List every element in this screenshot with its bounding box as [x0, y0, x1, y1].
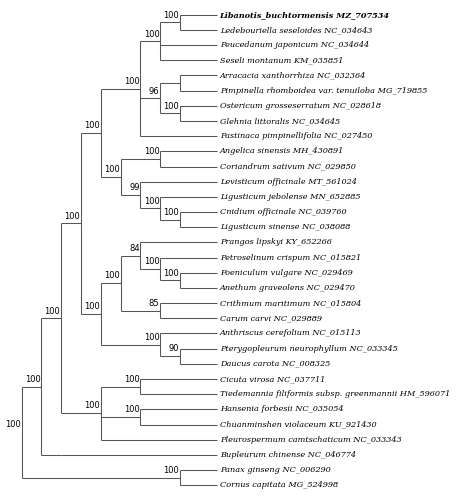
- Text: Anethum graveolens NC_029470: Anethum graveolens NC_029470: [219, 284, 355, 292]
- Text: 100: 100: [124, 77, 140, 86]
- Text: Coriandrum sativum NC_029850: Coriandrum sativum NC_029850: [219, 162, 355, 170]
- Text: Glehnia littoralis NC_034645: Glehnia littoralis NC_034645: [219, 117, 340, 125]
- Text: 100: 100: [45, 306, 60, 316]
- Text: Cornus capitata MG_524998: Cornus capitata MG_524998: [219, 481, 338, 489]
- Text: Bupleurum chinense NC_046774: Bupleurum chinense NC_046774: [219, 451, 356, 459]
- Text: Pterygopleurum neurophyllum NC_033345: Pterygopleurum neurophyllum NC_033345: [219, 344, 398, 352]
- Text: 84: 84: [129, 244, 140, 253]
- Text: Panax ginseng NC_006290: Panax ginseng NC_006290: [219, 466, 331, 474]
- Text: 100: 100: [143, 333, 159, 342]
- Text: Libanotis_buchtormensis MZ_707534: Libanotis_buchtormensis MZ_707534: [219, 11, 390, 19]
- Text: 100: 100: [124, 405, 140, 414]
- Text: Hansenia forbesii NC_035054: Hansenia forbesii NC_035054: [219, 406, 343, 413]
- Text: 100: 100: [163, 102, 179, 110]
- Text: 100: 100: [5, 420, 21, 430]
- Text: 100: 100: [84, 302, 100, 312]
- Text: Daucus carota NC_008325: Daucus carota NC_008325: [219, 360, 330, 368]
- Text: 100: 100: [124, 375, 140, 384]
- Text: Tiedemannia filiformis subsp. greenmannii HM_596071: Tiedemannia filiformis subsp. greenmanni…: [219, 390, 450, 398]
- Text: 100: 100: [143, 147, 159, 156]
- Text: Pleurospermum camtschaticum NC_033343: Pleurospermum camtschaticum NC_033343: [219, 436, 401, 444]
- Text: Chuanminshen violaceum KU_921430: Chuanminshen violaceum KU_921430: [219, 420, 376, 428]
- Text: Ledebouriella seseloides NC_034643: Ledebouriella seseloides NC_034643: [219, 26, 372, 34]
- Text: Prangos lipskyi KY_652266: Prangos lipskyi KY_652266: [219, 238, 332, 246]
- Text: 100: 100: [65, 212, 80, 220]
- Text: 100: 100: [84, 121, 100, 130]
- Text: Pastinaca pimpinellifolia NC_027450: Pastinaca pimpinellifolia NC_027450: [219, 132, 372, 140]
- Text: Ligusticum jebolense MN_652885: Ligusticum jebolense MN_652885: [219, 193, 360, 201]
- Text: 90: 90: [169, 344, 179, 354]
- Text: Crithmum maritimum NC_015804: Crithmum maritimum NC_015804: [219, 299, 361, 307]
- Text: 100: 100: [163, 268, 179, 278]
- Text: 100: 100: [163, 466, 179, 475]
- Text: Peucedanum japonicum NC_034644: Peucedanum japonicum NC_034644: [219, 41, 369, 49]
- Text: 100: 100: [104, 165, 120, 174]
- Text: Cnidium officinale NC_039760: Cnidium officinale NC_039760: [219, 208, 346, 216]
- Text: Ligusticum sinense NC_038088: Ligusticum sinense NC_038088: [219, 223, 350, 231]
- Text: 100: 100: [25, 375, 40, 384]
- Text: Carum carvi NC_029889: Carum carvi NC_029889: [219, 314, 322, 322]
- Text: Pimpinella rhomboidea var. tenuiloba MG_719855: Pimpinella rhomboidea var. tenuiloba MG_…: [219, 86, 427, 94]
- Text: 100: 100: [143, 196, 159, 205]
- Text: 99: 99: [129, 184, 140, 192]
- Text: 100: 100: [163, 208, 179, 217]
- Text: Cicuta virosa NC_037711: Cicuta virosa NC_037711: [219, 375, 325, 383]
- Text: 100: 100: [163, 10, 179, 20]
- Text: Foeniculum vulgare NC_029469: Foeniculum vulgare NC_029469: [219, 269, 352, 277]
- Text: Petroselinum crispum NC_015821: Petroselinum crispum NC_015821: [219, 254, 361, 262]
- Text: 85: 85: [149, 299, 159, 308]
- Text: Ostericum grosseserratum NC_028618: Ostericum grosseserratum NC_028618: [219, 102, 380, 110]
- Text: Arracacia xanthorrhiza NC_032364: Arracacia xanthorrhiza NC_032364: [219, 72, 366, 80]
- Text: Anthriscus cerefolium NC_015113: Anthriscus cerefolium NC_015113: [219, 330, 361, 338]
- Text: 100: 100: [143, 257, 159, 266]
- Text: Levisticum officinale MT_561024: Levisticum officinale MT_561024: [219, 178, 357, 186]
- Text: Angelica sinensis MH_430891: Angelica sinensis MH_430891: [219, 148, 344, 156]
- Text: Seseli montanum KM_035851: Seseli montanum KM_035851: [219, 56, 343, 64]
- Text: 100: 100: [143, 30, 159, 38]
- Text: 100: 100: [104, 272, 120, 280]
- Text: 96: 96: [149, 86, 159, 96]
- Text: 100: 100: [84, 402, 100, 410]
